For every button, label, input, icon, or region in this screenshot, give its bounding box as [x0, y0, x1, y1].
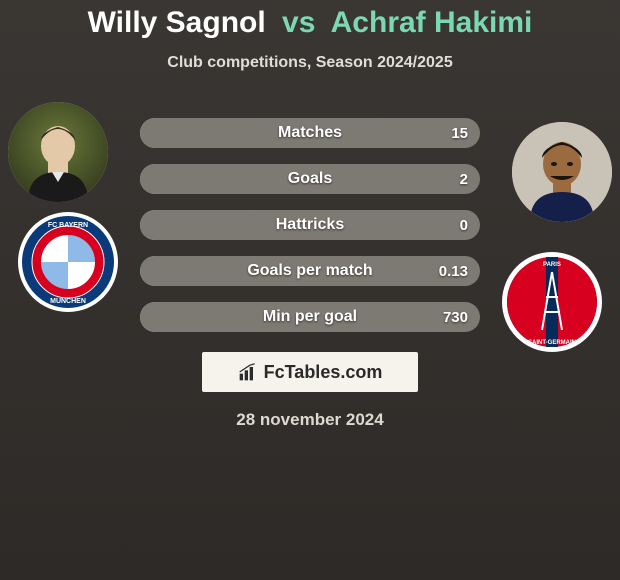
player2-club-logo: PARIS SAINT-GERMAIN — [502, 252, 602, 352]
comparison-date: 28 november 2024 — [0, 410, 620, 430]
player2-photo — [512, 122, 612, 222]
comparison-title: Willy Sagnol vs Achraf Hakimi — [0, 0, 620, 40]
stat-bar-right — [140, 118, 480, 148]
stat-bar-right — [140, 210, 480, 240]
player1-photo — [8, 102, 108, 202]
watermark: FcTables.com — [202, 352, 418, 392]
svg-text:MÜNCHEN: MÜNCHEN — [50, 296, 86, 305]
player2-avatar — [512, 122, 612, 222]
stat-bar-right — [140, 164, 480, 194]
watermark-label: FcTables.com — [264, 362, 383, 383]
player1-club-logo: FC BAYERN MÜNCHEN — [18, 212, 118, 312]
player1-avatar — [8, 102, 108, 202]
stat-row: Matches15 — [140, 118, 480, 148]
bayern-logo-icon: FC BAYERN MÜNCHEN — [18, 212, 118, 312]
stat-row: Min per goal730 — [140, 302, 480, 332]
bar-chart-icon — [238, 362, 258, 382]
player2-name: Achraf Hakimi — [331, 6, 533, 39]
stat-row: Goals2 — [140, 164, 480, 194]
stat-bar-right — [140, 256, 480, 286]
psg-logo-icon: PARIS SAINT-GERMAIN — [502, 252, 602, 352]
stats-bars: Matches15 Goals2 Hattricks0 Goals per match… — [140, 118, 480, 348]
vs-label: vs — [282, 6, 315, 39]
stat-bar-right — [140, 302, 480, 332]
svg-text:PARIS: PARIS — [543, 262, 561, 268]
stat-row: Goals per match0.13 — [140, 256, 480, 286]
subtitle: Club competitions, Season 2024/2025 — [0, 54, 620, 72]
player1-name: Willy Sagnol — [88, 6, 266, 39]
svg-text:SAINT-GERMAIN: SAINT-GERMAIN — [528, 340, 576, 346]
stat-row: Hattricks0 — [140, 210, 480, 240]
